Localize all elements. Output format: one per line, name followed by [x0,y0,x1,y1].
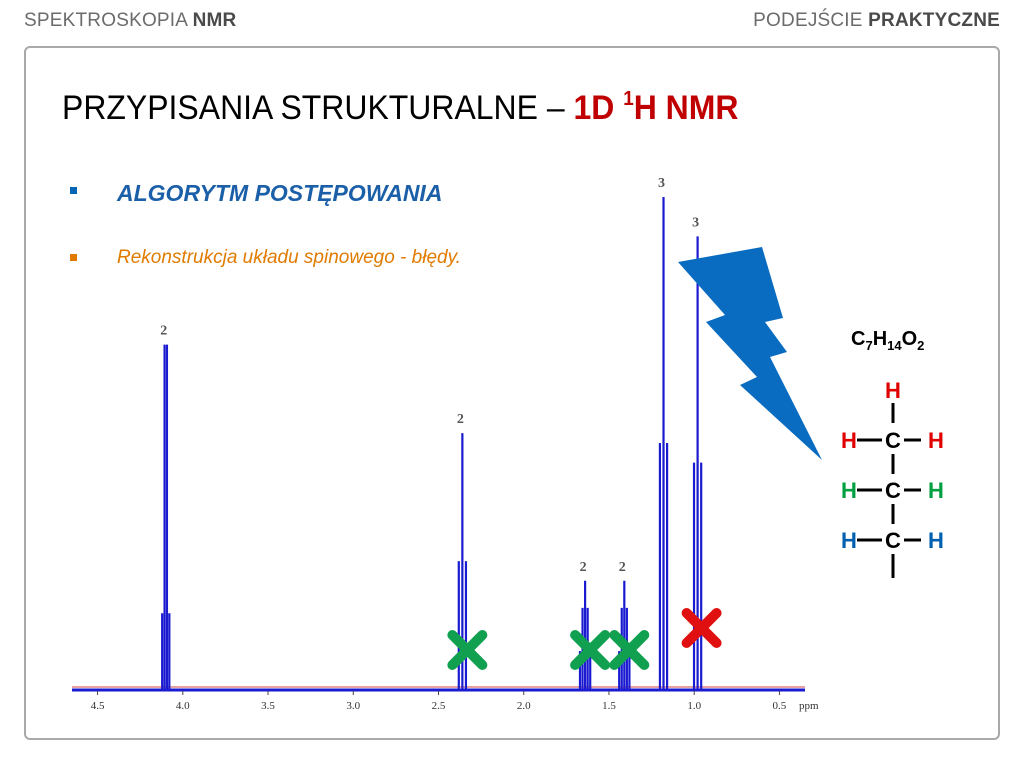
lightning-bolt-icon [678,247,822,460]
formula-h-count: 14 [887,338,902,353]
integral-label: 2 [457,412,464,427]
x-tick-label: 3.0 [346,700,360,712]
bullet-marker-2 [70,254,77,261]
x-tick-label: 2.0 [517,700,531,712]
green-cross-icon [570,630,611,670]
title-highlight-b: H NMR [633,89,739,127]
peak-layer [161,197,703,689]
x-tick-label: 1.0 [687,700,701,712]
x-tick-label: 0.5 [773,700,787,712]
bullet-subtext: Rekonstrukcja układu spinowego - błędy. [117,247,461,268]
x-tick-label: 2.5 [432,700,446,712]
red-cross-icon [681,608,722,648]
integral-label-layer: 2 2 2 2 3 3 [160,176,699,575]
integral-label: 3 [658,176,665,191]
x-tick-label: 4.5 [91,700,105,712]
bullet-marker-1 [70,187,77,194]
header-left: SPEKTROSKOPIA NMR [24,10,236,32]
cross-mark-layer [447,608,722,670]
axis-layer: 4.5 4.0 3.5 3.0 2.5 2.0 1.5 1.0 0.5 ppm [72,686,819,712]
carbon-atom: C [885,478,901,503]
x-axis-label: ppm [799,700,819,712]
hydrogen-atom: H [885,378,901,403]
integral-label: 2 [619,560,626,575]
header-right-text: PODEJŚCIE [753,10,869,31]
cross-stroke [609,630,650,670]
bullet-heading: ALGORYTM POSTĘPOWANIA [117,180,443,206]
formula-c: C [851,328,866,350]
carbon-atom: C [885,428,901,453]
header-left-text: SPEKTROSKOPIA [24,10,193,31]
molecular-formula: C7H14O2 [851,328,924,353]
title-prefix: PRZYPISANIA STRUKTURALNE – [62,89,574,127]
green-cross-icon [609,630,650,670]
integral-label: 2 [160,324,167,339]
formula-c-count: 7 [865,338,873,353]
hydrogen-atom: H [928,478,944,503]
title-highlight: 1D 1H NMR [573,88,739,127]
cross-stroke [570,630,611,670]
hydrogen-atom: H [841,428,857,453]
x-tick-label: 1.5 [602,700,616,712]
header-left-bold: NMR [192,10,237,31]
cross-stroke [681,608,722,648]
structure-diagram: HCH HCH HCH H [841,378,944,578]
title-superscript: 1 [623,88,634,110]
integral-label: 2 [580,560,587,575]
slide-title: PRZYPISANIA STRUKTURALNE – 1D 1H NMR [62,88,738,128]
x-tick-label: 3.5 [261,700,275,712]
formula-o: O [901,328,918,350]
header-right-bold: PRAKTYCZNE [868,10,1000,31]
carbon-atom: C [885,528,901,553]
hydrogen-atom: H [841,478,857,503]
hydrogen-atom: H [841,528,857,553]
x-tick-label: 4.0 [176,700,190,712]
slide-frame [24,46,1000,740]
header-right: PODEJŚCIE PRAKTYCZNE [753,10,1000,32]
hydrogen-atom: H [928,428,944,453]
cross-stroke [447,630,488,670]
green-cross-icon [447,630,488,670]
formula-h: H [872,328,888,350]
integral-label: 3 [692,215,699,230]
hydrogen-atom: H [928,528,944,553]
title-highlight-a: 1D [573,89,624,127]
formula-o-count: 2 [917,338,925,353]
